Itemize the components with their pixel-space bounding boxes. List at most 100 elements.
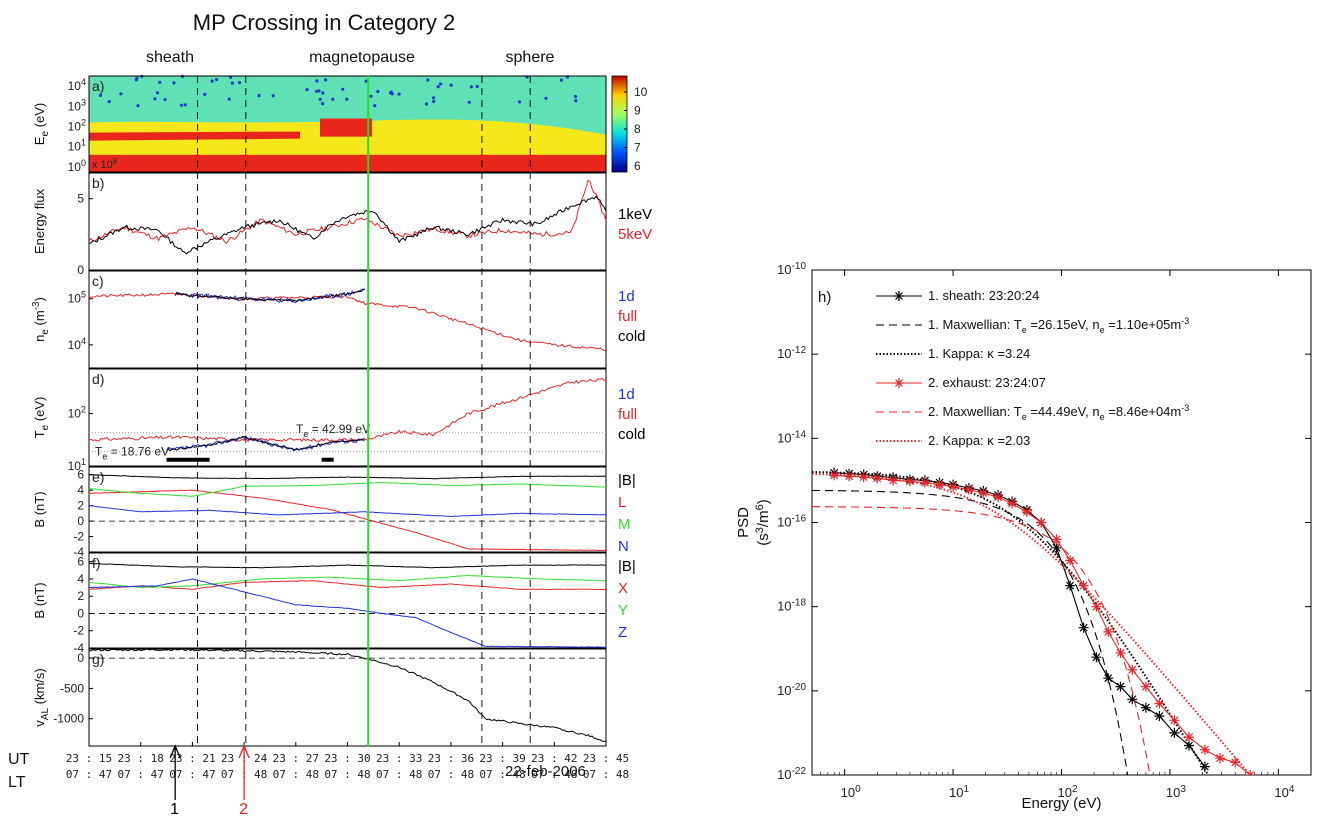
ytick-b-field: -2 (73, 530, 84, 544)
spectrogram-speck (574, 99, 578, 103)
ytick-label-exp: -12 (792, 345, 807, 356)
spectrogram-speck (107, 100, 111, 104)
series-v-al (88, 648, 607, 742)
b-component-0 (89, 562, 607, 569)
ylabel-unit: (km/s) (32, 668, 47, 708)
series-3-marker (993, 492, 1004, 503)
ytick-a: 104 (68, 77, 86, 93)
series-3-marker (1036, 517, 1047, 528)
ytick-label: 10-14 (777, 429, 806, 445)
panel-ylabel: B (nT) (32, 491, 47, 527)
spectrogram-speck (364, 79, 368, 83)
spectrogram-speck (439, 82, 443, 86)
xtick-label: 101 (949, 784, 969, 800)
legend-label-0-text: 1. sheath: 23:20:24 (928, 288, 1039, 303)
series-ne-cold (174, 288, 365, 303)
ylabel-sub: AL (40, 708, 51, 721)
ut-tick: 23 : 18 (118, 752, 164, 765)
time-arrow-head (169, 744, 181, 759)
spectrogram-speck (257, 93, 261, 98)
series-3-marker (1215, 753, 1226, 764)
ytick-b-field: 0 (77, 514, 84, 528)
spectrogram-scale-label: x 108 (92, 157, 118, 171)
panel-tag: e) (92, 469, 104, 485)
series-5kev (88, 179, 607, 245)
left-title: MP Crossing in Category 2 (193, 10, 456, 35)
ylabel-unit-exp: -3 (31, 301, 42, 310)
series-te-full (88, 377, 607, 443)
ut-tick: 23 : 30 (324, 752, 370, 765)
ytick-a-base: 10 (68, 120, 82, 134)
spectrogram-speck (373, 104, 377, 108)
spectrogram-speck (172, 81, 176, 85)
legend-label-1-text: =26.15eV, n (1027, 317, 1100, 332)
ut-row-label: UT (8, 751, 30, 768)
scale-base: x 10 (92, 159, 113, 171)
psd-curves (812, 467, 1266, 775)
colorbar-tick-label: 10 (634, 85, 648, 99)
spectrogram-speck (318, 97, 322, 101)
spectrogram-speck (203, 92, 207, 96)
panel-tag: a) (92, 78, 104, 94)
series-0-marker (1169, 727, 1180, 738)
legend-label-4-sub: e (1100, 412, 1105, 422)
ytick-d-base: 10 (68, 459, 82, 473)
lt-tick: 07 : 48 (376, 768, 422, 781)
annot-value: = 42.99 eV (308, 422, 370, 436)
ut-tick: 23 : 33 (376, 752, 422, 765)
ytick-a: 100 (68, 158, 86, 174)
b-component-1 (88, 489, 607, 551)
spectrogram-speck (449, 83, 453, 87)
ytick-d-exp: 2 (81, 405, 86, 415)
xtick-label-exp: 0 (855, 784, 861, 795)
time-arrow-label-2: 2 (239, 801, 248, 818)
series-3-marker (963, 484, 974, 495)
spectrogram-speck (183, 103, 187, 107)
region-label-sheath: sheath (146, 49, 194, 66)
legend-e-1: L (618, 494, 626, 511)
panel-tag-h: h) (818, 289, 831, 306)
series-3-marker (1169, 715, 1180, 726)
legend-label-5-text: 2. Kappa: κ =2.03 (928, 433, 1030, 448)
series-3-marker (934, 479, 945, 490)
lt-tick: 07 : 47 (169, 768, 215, 781)
legend-label-1-sub: e (1100, 325, 1105, 335)
colorbar-tick-label: 7 (634, 141, 641, 155)
annot-sub: e (303, 429, 308, 439)
series-0-marker (1091, 652, 1102, 663)
lt-tick: 07 : 48 (583, 768, 629, 781)
xtick-label: 100 (841, 784, 861, 800)
ytick-label: 10-10 (777, 261, 806, 277)
ytick-label: 10-18 (777, 598, 806, 614)
panel-ylabel: vAL (km/s) (32, 668, 51, 726)
xtick-label-exp: 1 (964, 784, 970, 795)
spectrogram-red-patch (89, 131, 300, 141)
y-unit-part: ) (755, 499, 772, 504)
legend-marker-3 (894, 378, 904, 388)
spectrogram-speck (517, 100, 522, 104)
xtick-label: 103 (1166, 784, 1186, 800)
y-unit-part: (s (755, 533, 772, 546)
series-te-1d (166, 435, 365, 451)
ytick-label: 10-20 (777, 682, 806, 698)
b-component-0 (88, 474, 607, 480)
series-3-marker (1115, 648, 1126, 658)
legend-f-2: Y (618, 602, 628, 619)
legend-label-4-text: =8.46e+04m (1105, 404, 1182, 419)
ytick-label-base: 10 (777, 683, 791, 698)
psd-chart: h)100 101 102 103 10410-1010-1210-1410-1610-… (735, 261, 1312, 812)
ytick-b-field: 0 (77, 606, 84, 620)
xtick-label-exp: 3 (1180, 784, 1186, 795)
panel-ylabel: ne (m-3) (31, 297, 51, 342)
spectrogram-speck (119, 92, 123, 96)
date-label: 22-feb-2006 (505, 763, 586, 780)
legend-label-3-text: 2. exhaust: 23:24:07 (928, 375, 1046, 390)
time-arrow-head (238, 744, 250, 759)
ytick-label: 10-22 (777, 766, 806, 782)
legend-label-4-text: 2. Maxwellian: T (928, 404, 1022, 419)
series-ne-1d (174, 288, 365, 304)
ytick-b-field: 2 (77, 499, 84, 513)
legend-d-1: full (618, 406, 637, 423)
series-3-marker (1007, 498, 1018, 509)
panel-ylabel: Ee (eV) (32, 103, 51, 145)
